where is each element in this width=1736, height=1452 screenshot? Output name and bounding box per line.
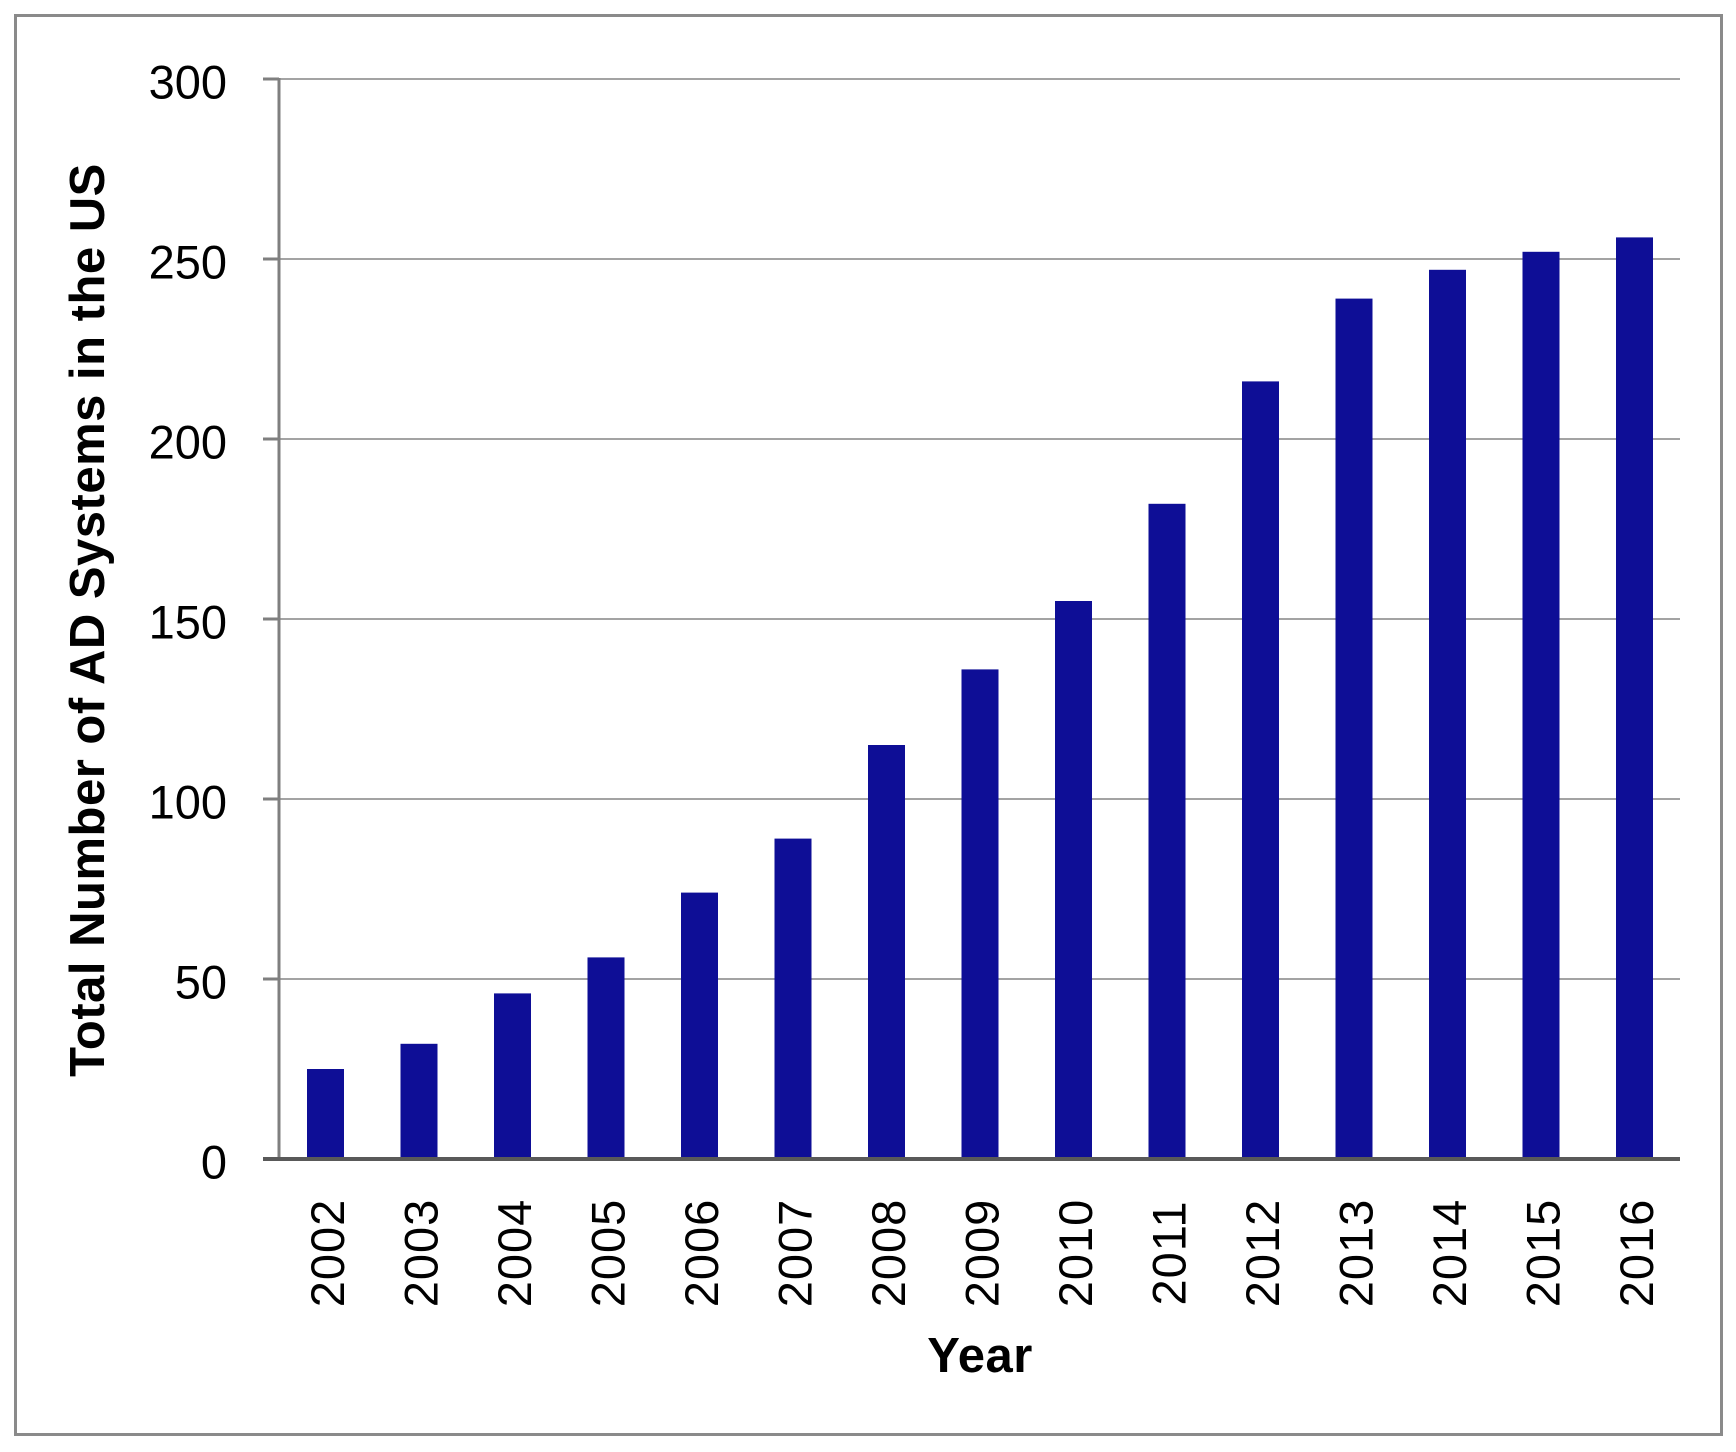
bar-2009	[961, 669, 999, 1159]
bar-2006	[681, 892, 718, 1159]
x-tick-label-2011: 2011	[1143, 1200, 1196, 1305]
bar-2005	[587, 957, 625, 1159]
x-tick-label-2003: 2003	[395, 1199, 448, 1308]
bar-2010	[1055, 601, 1092, 1159]
x-axis-title: Year	[927, 1329, 1033, 1383]
bar-2004	[494, 993, 531, 1159]
x-tick-label-2012: 2012	[1236, 1199, 1289, 1308]
x-tick-label-2014: 2014	[1423, 1199, 1476, 1308]
y-tick-label-100: 100	[149, 776, 227, 829]
x-tick-label-2006: 2006	[675, 1199, 728, 1308]
y-tick-label-300: 300	[149, 56, 227, 109]
bar-2013	[1335, 298, 1373, 1160]
x-tick-label-2002: 2002	[301, 1199, 354, 1308]
bar-2014	[1429, 269, 1466, 1159]
bar-2007	[774, 838, 812, 1159]
y-tick-label-250: 250	[149, 236, 227, 289]
x-tick-label-2009: 2009	[956, 1199, 1009, 1308]
bar-2016	[1616, 237, 1653, 1159]
y-axis-title: Total Number of AD Systems in the US	[61, 163, 115, 1077]
x-tick-label-2015: 2015	[1517, 1199, 1570, 1308]
bar-2011	[1148, 503, 1186, 1159]
y-tick-label-50: 50	[175, 956, 227, 1009]
bar-2008	[868, 745, 905, 1159]
x-tick-label-2007: 2007	[769, 1199, 822, 1308]
x-tick-label-2013: 2013	[1330, 1199, 1383, 1308]
x-tick-label-2016: 2016	[1610, 1199, 1663, 1308]
x-tick-label-2005: 2005	[582, 1199, 635, 1308]
bar-2002	[307, 1069, 344, 1159]
bar-2012	[1242, 381, 1279, 1159]
y-tick-label-150: 150	[149, 596, 227, 649]
x-tick-label-2004: 2004	[488, 1199, 541, 1308]
x-tick-label-2010: 2010	[1049, 1199, 1102, 1308]
bar-2015	[1522, 251, 1560, 1160]
y-tick-label-0: 0	[201, 1136, 227, 1189]
x-tick-label-2008: 2008	[862, 1199, 915, 1308]
bar-2003	[400, 1043, 438, 1159]
y-tick-label-200: 200	[149, 416, 227, 469]
